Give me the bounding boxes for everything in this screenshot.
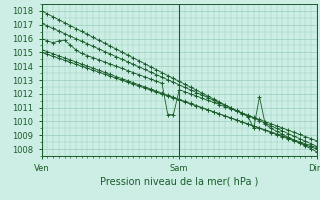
X-axis label: Pression niveau de la mer( hPa ): Pression niveau de la mer( hPa ) bbox=[100, 176, 258, 186]
